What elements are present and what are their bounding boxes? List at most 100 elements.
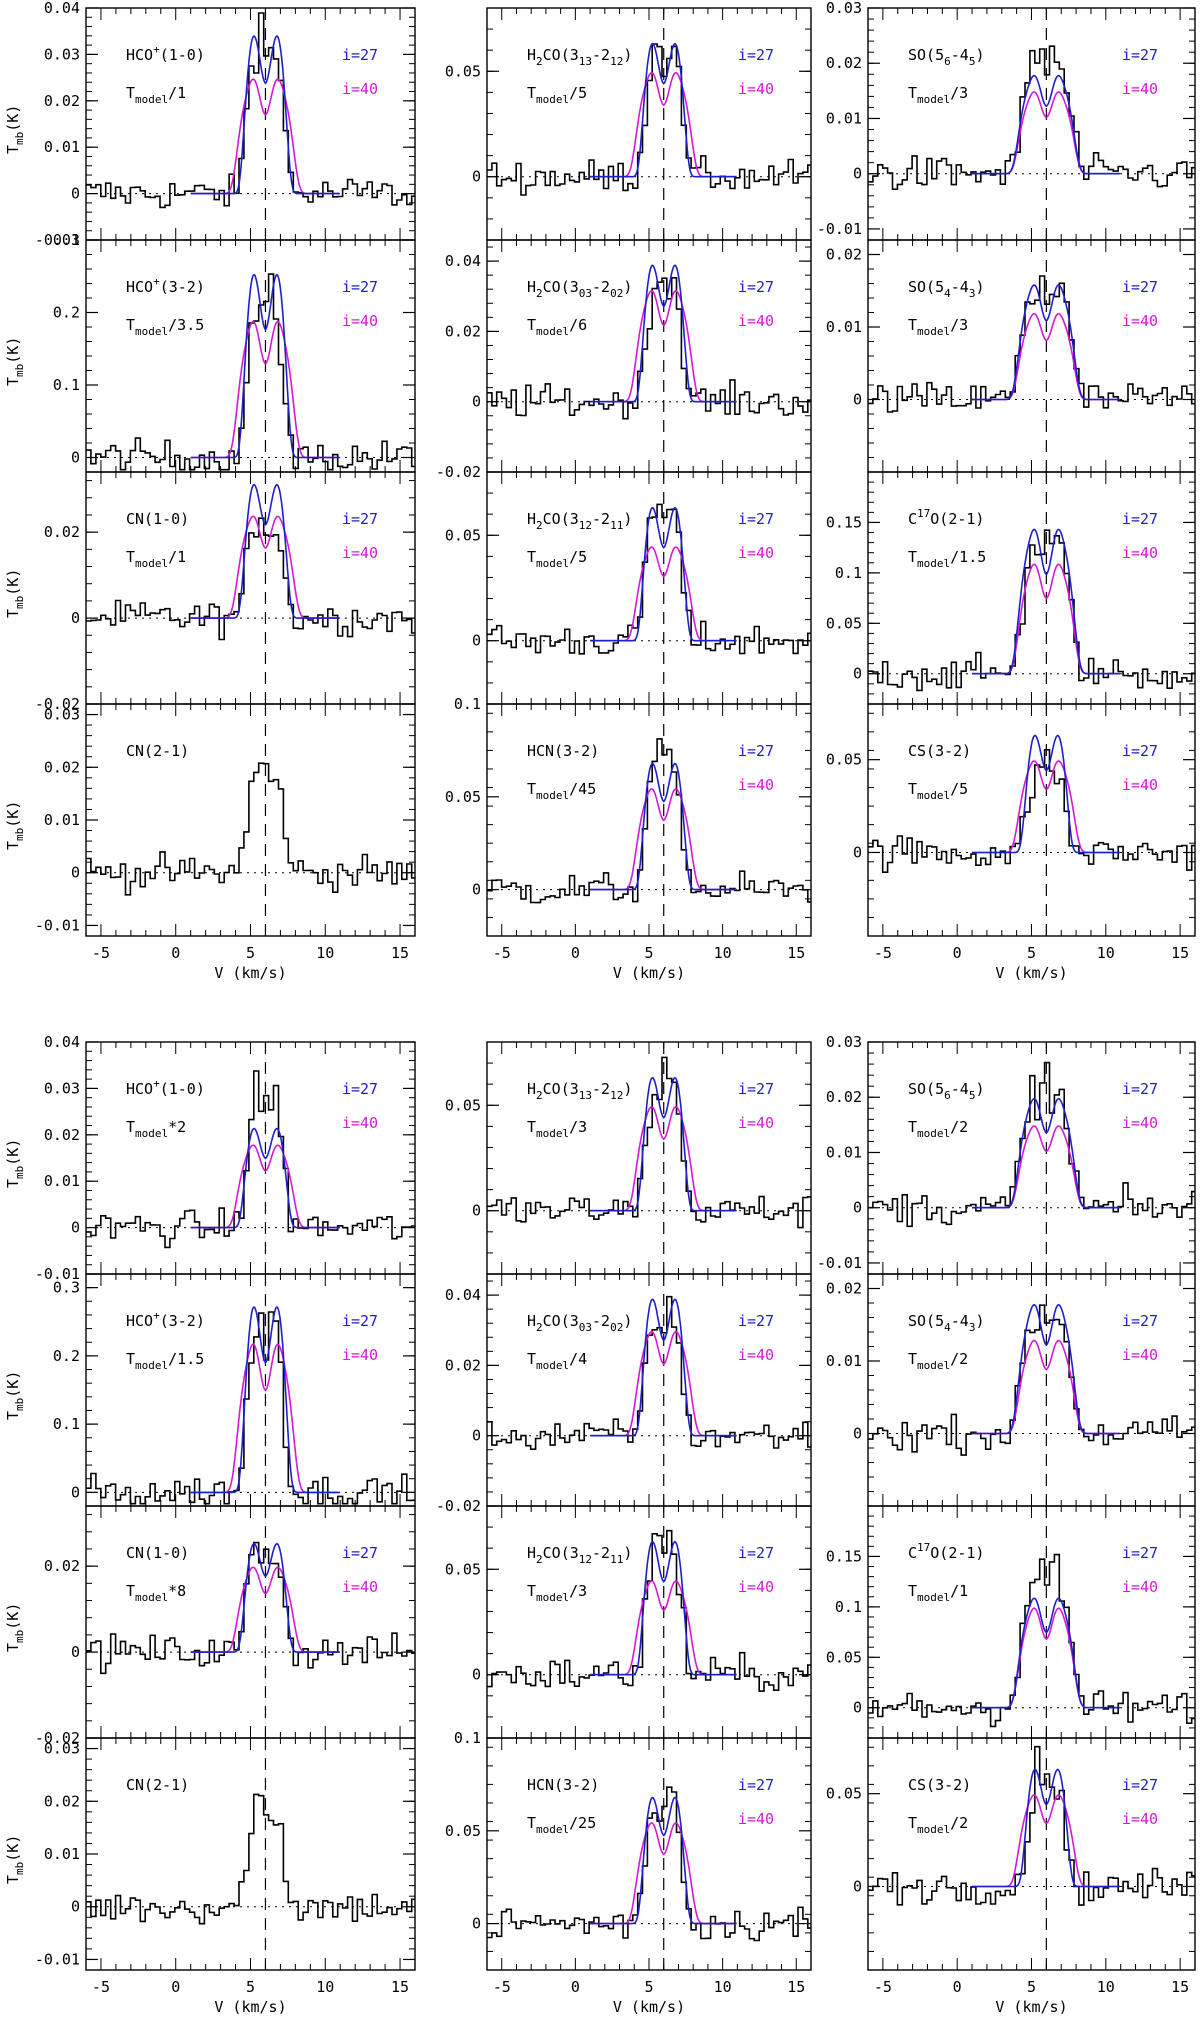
label-part: T <box>4 1643 22 1652</box>
label-part: mb <box>13 132 26 145</box>
panel-frame <box>486 7 812 241</box>
legend-i40: i=40 <box>1122 1114 1158 1132</box>
legend-i27: i=27 <box>342 1080 378 1098</box>
model-scale-label: Tmodel/3.5 <box>126 316 204 338</box>
label-part: CN(2-1) <box>126 1776 189 1794</box>
x-tick-label: 5 <box>1027 944 1036 962</box>
model-i27-curve <box>972 1597 1120 1709</box>
label-part: T <box>908 1350 917 1368</box>
y-tick-label: 0.02 <box>826 246 862 264</box>
label-part: H <box>527 278 536 296</box>
label-part: + <box>153 1077 160 1090</box>
model-scale-label: Tmodel/2 <box>908 1118 968 1140</box>
y-tick-label: 0 <box>472 881 481 899</box>
observed-spectrum <box>487 277 811 420</box>
x-tick-label: 15 <box>787 944 805 962</box>
y-tick-label: 0 <box>472 168 481 186</box>
observed-spectrum <box>86 1793 415 1925</box>
model-scale-label: Tmodel/1.5 <box>126 1350 204 1372</box>
label-part: 2 <box>536 287 543 300</box>
y-tick-label: 0.04 <box>44 0 80 17</box>
model-i27-curve <box>590 506 737 642</box>
model-i27-curve <box>590 1540 737 1676</box>
y-tick-label: 0 <box>71 1483 80 1501</box>
observed-spectrum <box>487 1056 811 1229</box>
observed-spectrum <box>487 1786 811 1942</box>
label-part: /5 <box>950 780 968 798</box>
label-part: *8 <box>168 1582 186 1600</box>
panel-frame <box>85 1273 416 1507</box>
label-part: (K) <box>4 1371 22 1398</box>
molecule-label: HCN(3-2) <box>527 742 599 760</box>
y-tick-label: 0.03 <box>826 0 862 17</box>
label-part: 6 <box>944 1089 951 1102</box>
y-tick-label: 0.03 <box>826 1033 862 1051</box>
label-part: 17 <box>917 1541 930 1554</box>
label-part: mb <box>13 1166 26 1179</box>
label-part: mb <box>13 1398 26 1411</box>
label-part: model <box>536 1359 569 1372</box>
x-tick-label: 10 <box>1097 1978 1115 1996</box>
panel-frame <box>486 703 812 937</box>
label-part: /3 <box>569 1582 587 1600</box>
legend-i40: i=40 <box>342 1346 378 1364</box>
label-part: CO(3 <box>543 510 579 528</box>
label-part: T <box>126 316 135 334</box>
legend-i27: i=27 <box>342 510 378 528</box>
label-part: T <box>4 609 22 618</box>
label-part: T <box>527 780 536 798</box>
y-tick-label: 0.05 <box>826 1785 862 1803</box>
observed-spectrum <box>868 1745 1195 1906</box>
label-part: HCO <box>126 278 153 296</box>
panel-HCN(3-2): 0 0.05 0.1 HCN(3-2) Tmodel/25 i=27 i=40 -5 0 5 10 1… <box>445 1729 812 2016</box>
model-scale-label: Tmodel/4 <box>527 1350 587 1372</box>
y-axis-label: Tmb(K) <box>4 1603 26 1652</box>
label-part: -2 <box>592 1080 610 1098</box>
panel-frame <box>85 703 416 937</box>
x-tick-label: 0 <box>171 944 180 962</box>
y-axis-label: Tmb(K) <box>4 569 26 618</box>
y-tick-label: 0 <box>472 632 481 650</box>
x-axis-label: V (km/s) <box>995 964 1067 982</box>
label-part: T <box>4 1875 22 1884</box>
panel-H2CO(3_13-2_12): 0 0.05 H2CO(313-212) Tmodel/5 i=27 i=40 <box>445 7 812 241</box>
label-part: 2 <box>536 1089 543 1102</box>
label-part: T <box>908 1118 917 1136</box>
label-part: -2 <box>592 278 610 296</box>
x-axis-label: V (km/s) <box>214 964 286 982</box>
legend-i40: i=40 <box>738 544 774 562</box>
label-part: 02 <box>610 1321 623 1334</box>
label-part: model <box>917 1591 950 1604</box>
legend-i27: i=27 <box>342 1312 378 1330</box>
label-part: T <box>4 377 22 386</box>
panel-SO(5_6-4_5): -0.01 0 0.01 0.02 0.03 SO(56-45) Tmodel/3 i=27 i… <box>817 0 1196 241</box>
label-part: model <box>135 1591 168 1604</box>
legend-i27: i=27 <box>1122 510 1158 528</box>
label-part: HCN(3-2) <box>527 742 599 760</box>
panel-frame <box>867 1041 1196 1275</box>
label-part: T <box>126 84 135 102</box>
y-tick-label: 0.02 <box>44 1126 80 1144</box>
label-part: 3 <box>969 287 976 300</box>
panel-SO(5_6-4_5): -0.01 0 0.01 0.02 0.03 SO(56-45) Tmodel/2 i=27 i… <box>817 1033 1196 1275</box>
x-tick-label: -5 <box>874 1978 892 1996</box>
molecule-label: HCO+(3-2) <box>126 275 205 296</box>
x-tick-label: 0 <box>953 1978 962 1996</box>
label-part: 13 <box>579 55 592 68</box>
y-tick-label: 0.05 <box>445 1560 481 1578</box>
y-tick-label: 0.1 <box>835 1598 862 1616</box>
x-tick-label: 15 <box>1171 1978 1189 1996</box>
y-tick-label: 0.01 <box>44 138 80 156</box>
label-part: T <box>527 1582 536 1600</box>
model-i27-curve <box>972 734 1120 854</box>
y-tick-label: 0.05 <box>445 1822 481 1840</box>
y-tick-label: -0.01 <box>35 1265 80 1283</box>
molecule-label: HCO+(1-0) <box>126 1077 205 1098</box>
label-part: /3.5 <box>168 316 204 334</box>
label-part: C <box>908 510 917 528</box>
label-part: (1-0) <box>160 46 205 64</box>
x-tick-label: 5 <box>246 944 255 962</box>
model-scale-label: Tmodel/3 <box>527 1118 587 1140</box>
label-part: /2 <box>950 1350 968 1368</box>
label-part: 5 <box>969 1089 976 1102</box>
